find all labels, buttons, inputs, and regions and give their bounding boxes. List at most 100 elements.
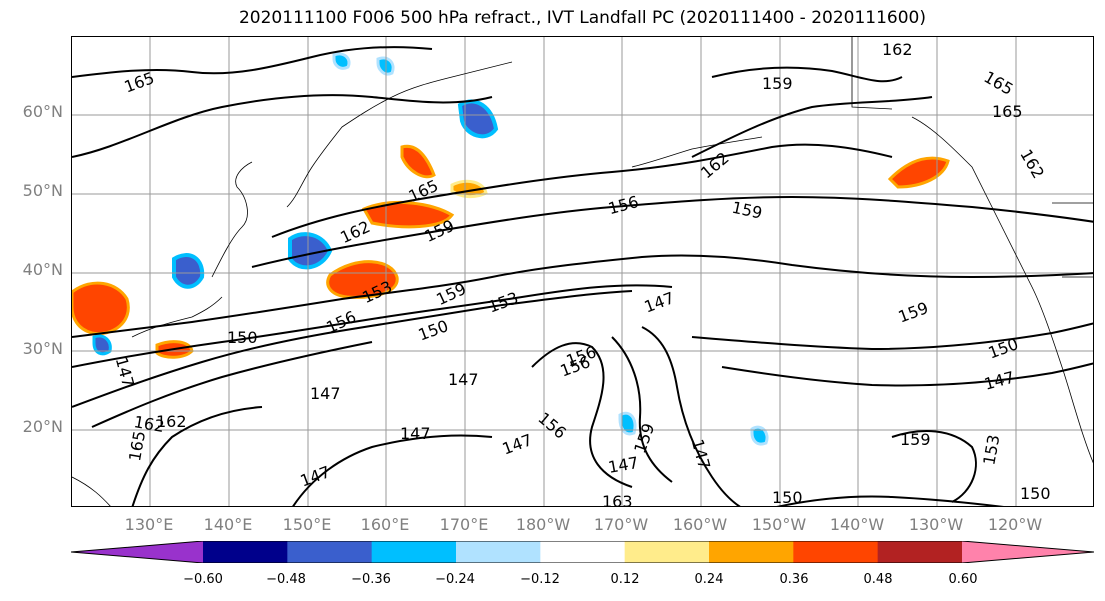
colorbar-cell [793,541,879,563]
contour-150 [72,290,633,408]
refractivity-contours [72,46,1093,506]
lon-label: 130°E [124,515,174,534]
lon-label: 160°E [360,515,410,534]
contour-label: 150 [1020,484,1051,503]
contour-label: 165 [981,67,1017,99]
patch-cyan-3 [750,425,769,446]
contour-upper-b [251,195,1093,268]
colorbar-tick-label: 0.60 [948,572,978,587]
colorbar-cell [203,541,288,563]
contour-label: 153 [486,288,521,316]
contour-label: 159 [896,298,931,326]
lon-label: 140°W [829,515,885,534]
contour-label: 162 [156,412,187,431]
lat-label: 40°N [22,260,63,279]
contour-south-west [131,406,263,506]
lon-label: 150°W [751,515,807,534]
lat-label: 50°N [22,181,63,200]
colorbar-tick-label: −0.36 [351,572,391,587]
colorbar-tick-label: −0.24 [435,572,475,587]
contour-label: 156 [564,342,599,370]
contour-label: 165 [125,429,149,462]
colorbar-extend-min [71,541,203,563]
patch-cyan-1 [332,52,351,70]
contour-147-a [91,341,373,428]
lon-label: 170°E [439,515,489,534]
contour-east-a [691,322,1093,351]
colorbar-tick-label: 0.48 [863,572,893,587]
colorbar-tick-label: 0.24 [694,572,724,587]
contour-label: 162 [697,148,733,182]
contour-east-loop [891,430,977,503]
contour-label: 147 [298,462,333,490]
colorbar-cell [877,541,963,563]
colorbar-tick-label: 0.36 [779,572,809,587]
lon-label: 180°W [515,515,571,534]
lat-label: 30°N [22,339,63,358]
patch-blue-150 [288,232,333,270]
contour-label: 147 [112,355,138,389]
colorbar-cell [287,541,373,563]
contour-ne [711,66,903,83]
contour-label: 163 [602,492,633,507]
contour-label: 165 [992,102,1023,121]
contour-label: 150 [416,316,451,344]
graticule [72,37,1093,506]
patch-orange-160b [400,144,436,179]
lat-label: 20°N [22,417,63,436]
colorbar-tick-label: −0.60 [183,572,223,587]
contour-label: 147 [448,370,479,389]
contour-label: 159 [433,279,469,309]
patch-cyan-4 [618,411,637,436]
contour-label: 156 [606,192,640,218]
contour-mid-a [72,254,1093,338]
contour-label: 147 [400,424,431,443]
contour-label: 147 [982,368,1016,394]
contour-alaska [691,96,933,158]
contour-upper-a [271,143,893,238]
contour-label: 159 [762,74,793,93]
contour-east-b [721,362,1093,387]
colorbar-tick-label: −0.48 [266,572,306,587]
colorbar-cell [371,541,457,563]
colorbar-cell [456,541,541,563]
contour-se [776,495,1004,506]
patch-blue-170 [457,99,499,139]
colorbar-cell [540,541,626,563]
contour-label: 147 [607,453,640,477]
contour-sub-a [531,342,633,488]
contour-label: 150 [772,488,803,507]
map-panel: 165 162 165 159 165 162 159 162 156 159 … [71,36,1094,507]
colorbar-tick-label: 0.12 [610,572,640,587]
lat-label: 60°N [22,102,63,121]
map-title: 2020111100 F006 500 hPa refract., IVT La… [238,8,926,28]
contour-label: 159 [730,198,764,223]
lon-label: 130°W [908,515,964,534]
lon-label: 160°W [672,515,728,534]
contour-south-mid [292,434,493,506]
contour-label: 162 [882,40,913,59]
contour-162-north [72,94,493,158]
patch-orange-150 [326,260,399,299]
contour-sub-b [641,326,741,506]
contour-label: 150 [227,328,258,347]
contour-label: 147 [500,430,535,458]
patch-orange-ak [887,156,950,189]
colorbar [71,541,1094,563]
colorbar-cell [624,541,710,563]
lon-label: 150°E [282,515,332,534]
contour-165-north [72,46,433,78]
coastlines [72,37,1093,506]
contour-label: 147 [310,384,341,403]
contour-label: 147 [688,437,714,471]
contour-label: 153 [979,433,1003,466]
colorbar-extend-max [962,541,1094,563]
lon-label: 120°W [987,515,1043,534]
contour-mid-b [72,284,673,368]
colorbar-tick-label: −0.12 [520,572,560,587]
patch-blue-140 [172,253,205,289]
patch-orange-west [72,281,130,336]
contour-label: 165 [406,176,442,206]
contour-label: 147 [642,288,677,316]
contour-label: 165 [122,68,157,96]
